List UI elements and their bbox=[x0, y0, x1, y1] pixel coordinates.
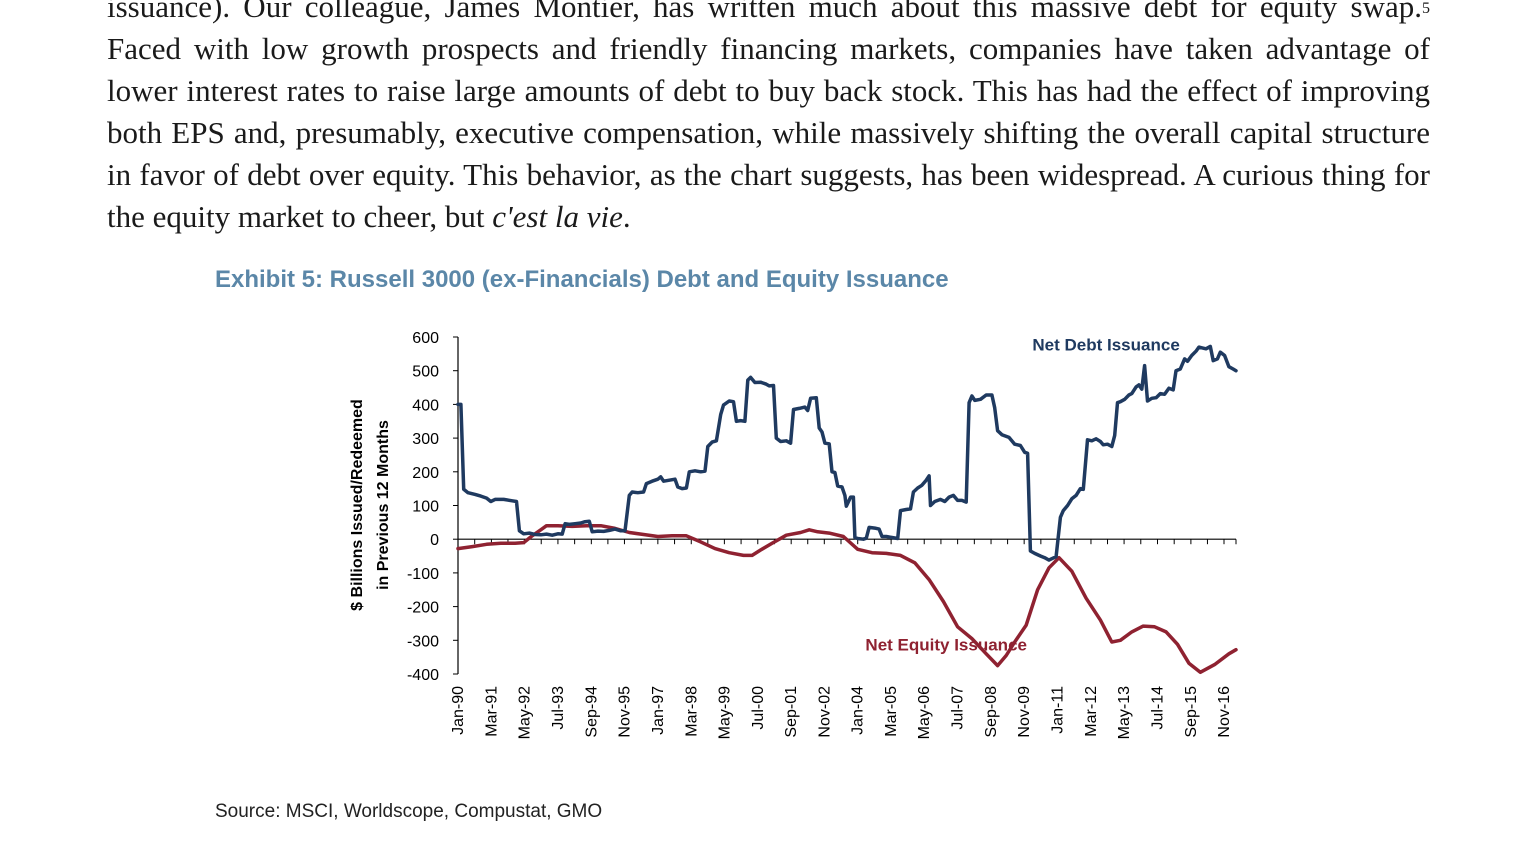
article-paragraph: issuance). Our colleague, James Montier,… bbox=[107, 0, 1430, 238]
x-tick-label: May-06 bbox=[916, 686, 933, 739]
x-tick-label: Sep-01 bbox=[783, 686, 800, 738]
source-note: Source: MSCI, Worldscope, Compustat, GMO bbox=[215, 801, 603, 822]
series-line-net-equity-issuance bbox=[456, 523, 1238, 675]
y-tick-label: 600 bbox=[412, 330, 439, 347]
y-tick-label: -200 bbox=[407, 600, 439, 617]
x-tick-label: May-13 bbox=[1116, 686, 1133, 739]
x-tick-label: Mar-05 bbox=[883, 686, 900, 737]
x-tick-label: Nov-02 bbox=[816, 686, 833, 738]
x-tick-label: Jan-97 bbox=[650, 686, 667, 735]
y-tick-label: -300 bbox=[407, 633, 439, 650]
y-tick-label: -400 bbox=[407, 667, 439, 684]
article-line-1: issuance). Our colleague, James Montier,… bbox=[107, 0, 1422, 24]
x-tick-label: Nov-95 bbox=[616, 686, 633, 738]
x-tick-label: Sep-15 bbox=[1183, 686, 1200, 738]
italic-phrase: c'est la vie bbox=[492, 199, 623, 234]
series-label-net-equity-issuance: Net Equity Issuance bbox=[865, 635, 1027, 654]
y-tick-label: 500 bbox=[412, 364, 439, 381]
x-tick-label: May-99 bbox=[716, 686, 733, 739]
x-tick-label: Mar-98 bbox=[683, 686, 700, 737]
y-tick-label: 0 bbox=[430, 532, 439, 549]
article-text: Faced with low growth prospects and frie… bbox=[107, 31, 1430, 234]
x-tick-label: Jul-14 bbox=[1149, 686, 1166, 730]
x-tick-label: May-92 bbox=[517, 686, 534, 739]
series-line-net-debt-issuance bbox=[456, 344, 1238, 562]
y-tick-label: 300 bbox=[412, 431, 439, 448]
article-end-punct: . bbox=[622, 199, 631, 234]
y-axis-label-line2: in Previous 12 Months bbox=[375, 420, 392, 590]
y-tick-label: -100 bbox=[407, 566, 439, 583]
x-tick-label: Nov-09 bbox=[1016, 686, 1033, 738]
x-tick-label: Sep-94 bbox=[583, 686, 600, 738]
x-tick-label: Mar-91 bbox=[483, 686, 500, 737]
x-tick-label: Jul-07 bbox=[950, 686, 967, 730]
y-axis-label-line1: $ Billions Issued/Redeemed bbox=[349, 399, 366, 611]
x-tick-label: Nov-16 bbox=[1216, 686, 1233, 738]
x-tick-label: Jan-90 bbox=[450, 686, 467, 735]
y-tick-label: 100 bbox=[412, 499, 439, 516]
series-label-net-debt-issuance: Net Debt Issuance bbox=[1032, 335, 1179, 354]
x-tick-label: Sep-08 bbox=[983, 686, 1000, 738]
x-tick-label: Jan-11 bbox=[1050, 686, 1067, 734]
exhibit-title: Exhibit 5: Russell 3000 (ex-Financials) … bbox=[215, 266, 949, 293]
x-tick-label: Jul-93 bbox=[550, 686, 567, 730]
footnote-marker[interactable]: 5 bbox=[1422, 0, 1430, 17]
y-tick-label: 200 bbox=[412, 465, 439, 482]
x-tick-label: Mar-12 bbox=[1083, 686, 1100, 737]
y-tick-label: 400 bbox=[412, 397, 439, 414]
x-tick-label: Jan-04 bbox=[850, 686, 867, 735]
x-tick-label: Jul-00 bbox=[750, 686, 767, 730]
